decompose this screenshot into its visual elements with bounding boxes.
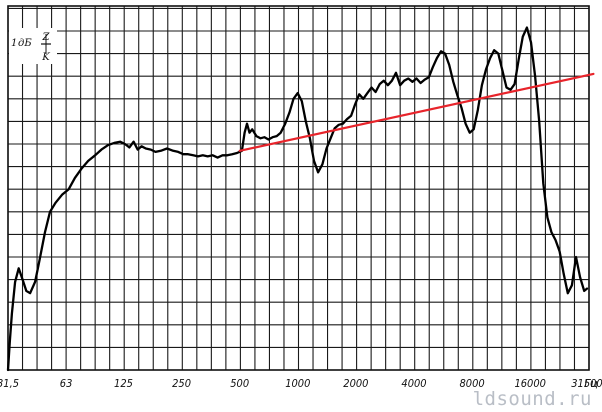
x-tick-label: 31,5 — [0, 377, 19, 390]
plot-border — [7, 5, 590, 371]
series-line-trend — [238, 72, 595, 152]
x-tick-label: 8000 — [460, 377, 485, 390]
x-tick-label: 125 — [114, 377, 133, 390]
chart-grid — [7, 6, 590, 371]
x-unit-label: Гц — [584, 377, 598, 390]
x-tick-label: 2000 — [343, 377, 368, 390]
scale-marker-value: 1 — [11, 38, 17, 49]
x-tick-label: 16000 — [514, 377, 545, 390]
x-tick-label: 500 — [230, 377, 249, 390]
scale-marker-bottom-letter: K — [41, 52, 50, 63]
x-tick-label: 4000 — [401, 377, 426, 390]
chart-frame — [7, 5, 590, 371]
x-tick-labels: 31,5 63 125 250 500 1000 2000 4000 8000 16000 3150… — [0, 377, 602, 390]
x-tick-label: 31500 — [571, 377, 602, 390]
chart-series — [6, 26, 595, 372]
x-tick-label: 1000 — [285, 377, 310, 390]
series-line-response — [6, 26, 589, 372]
scale-marker: 1дБZK — [9, 28, 57, 64]
x-tick-label: 250 — [172, 377, 191, 390]
x-tick-label: 63 — [60, 377, 73, 390]
scale-marker-background — [9, 28, 57, 64]
scale-marker-unit: дБ — [18, 38, 32, 49]
watermark: ldsound.ru — [472, 388, 592, 410]
